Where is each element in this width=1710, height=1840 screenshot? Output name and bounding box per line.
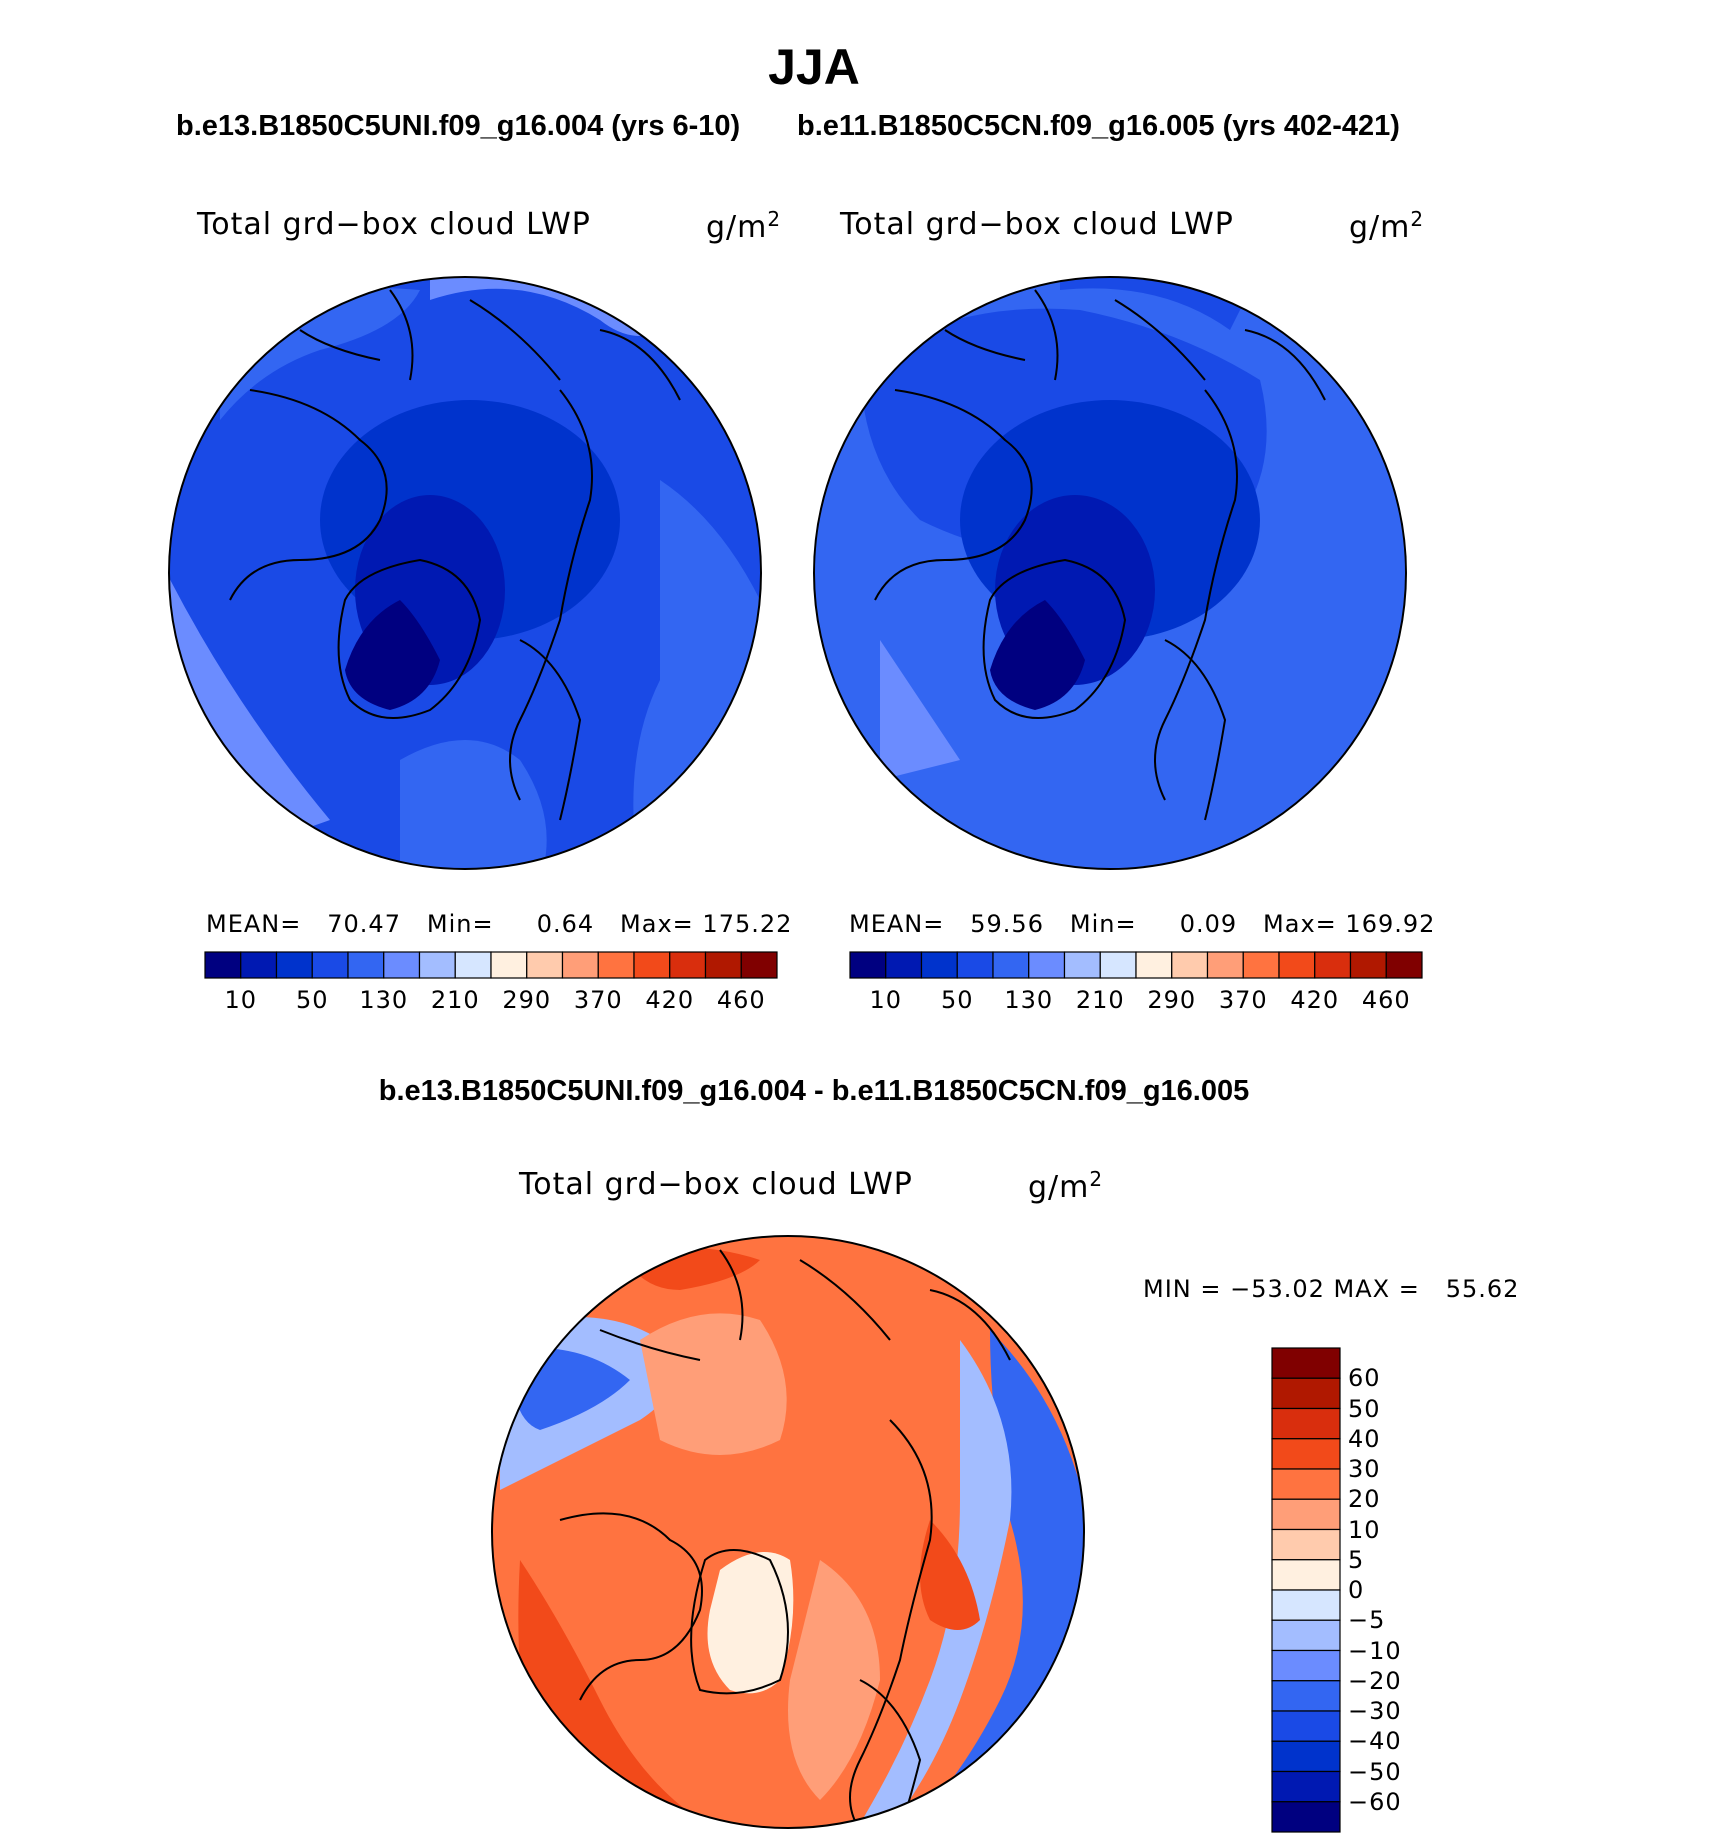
panel-1-map — [168, 276, 762, 870]
panel-2-variable-label: Total grd−box cloud LWP — [840, 207, 1234, 242]
difference-colorbar-tick-label: 0 — [1348, 1576, 1365, 1604]
difference-stats: MIN = −53.02 MAX = 55.62 — [1143, 1275, 1520, 1303]
panel-1-colorbar-tick-label: 370 — [573, 986, 623, 1014]
panel-2-colorbar-box — [1099, 951, 1137, 979]
panel-1-unit-label: g/m2 — [706, 207, 782, 245]
panel-2-colorbar-tick-label: 460 — [1361, 986, 1411, 1014]
panel-1-colorbar-box — [704, 951, 742, 979]
panel-2-map — [813, 276, 1407, 870]
difference-colorbar-box — [1271, 1468, 1341, 1500]
difference-colorbar-box — [1271, 1589, 1341, 1621]
panel-1-colorbar-box — [561, 951, 599, 979]
difference-colorbar-tick-label: −30 — [1348, 1697, 1402, 1725]
difference-colorbar-box — [1271, 1347, 1341, 1379]
panel-2-colorbar-box — [1171, 951, 1209, 979]
panel-2-colorbar-box — [1242, 951, 1280, 979]
panel-1-colorbar-tick-label: 10 — [224, 986, 258, 1014]
difference-colorbar-box — [1271, 1740, 1341, 1773]
difference-colorbar-box — [1271, 1649, 1341, 1682]
panel-2-colorbar-box — [1385, 951, 1423, 979]
panel-1-colorbar-tick-label: 130 — [359, 986, 409, 1014]
panel-1-colorbar-box — [526, 951, 564, 979]
panel-2-colorbar-box — [1028, 951, 1066, 979]
difference-colorbar-tick-label: 30 — [1348, 1455, 1381, 1483]
figure-title: JJA — [768, 39, 860, 95]
panel-2-colorbar-tick-label: 290 — [1147, 986, 1197, 1014]
panel-1-colorbar-box — [383, 951, 421, 979]
panel-1-colorbar-tick-label: 290 — [502, 986, 552, 1014]
difference-colorbar-box — [1271, 1801, 1341, 1833]
panel-2-colorbar-box — [1278, 951, 1316, 979]
difference-colorbar-tick-label: 5 — [1348, 1545, 1365, 1574]
difference-colorbar-box — [1271, 1710, 1341, 1742]
difference-colorbar-box — [1271, 1680, 1341, 1712]
difference-colorbar-tick-label: 60 — [1348, 1364, 1381, 1393]
difference-colorbar-tick-label: 20 — [1348, 1485, 1381, 1514]
panel-1-variable-label: Total grd−box cloud LWP — [197, 207, 591, 242]
panel-1-colorbar-tick-label: 210 — [430, 986, 480, 1014]
difference-colorbar — [1271, 1347, 1341, 1833]
panel-1-colorbar-tick-label: 460 — [716, 986, 766, 1014]
difference-colorbar-box — [1271, 1407, 1341, 1440]
panel-2-stats: MEAN= 59.56 Min= 0.09 Max= 169.92 — [849, 910, 1436, 938]
panel-2-colorbar-tick-label: 210 — [1075, 986, 1125, 1014]
panel-1-colorbar-box — [204, 951, 242, 979]
difference-colorbar-tick-label: −10 — [1348, 1636, 1402, 1665]
panel-1-colorbar-box — [311, 951, 349, 979]
panel-1-colorbar-tick-label: 420 — [645, 986, 695, 1014]
panel-1-colorbar-box — [275, 951, 313, 979]
panel-2-colorbar-box — [956, 951, 994, 979]
difference-colorbar-tick-label: 40 — [1348, 1424, 1381, 1453]
difference-colorbar-box — [1271, 1559, 1341, 1591]
difference-map — [491, 1235, 1085, 1829]
panel-2-colorbar-box — [1314, 951, 1352, 979]
panel-1-colorbar-box — [669, 951, 707, 979]
panel-2-colorbar-box — [885, 951, 923, 979]
difference-colorbar-box — [1271, 1438, 1341, 1470]
panel-2-colorbar-box — [1063, 951, 1101, 979]
panel-1-colorbar-box — [454, 951, 492, 979]
panel-1-colorbar-box — [740, 951, 778, 979]
difference-unit-label: g/m2 — [1028, 1167, 1104, 1205]
panel-1-colorbar-box — [418, 951, 456, 979]
difference-title: b.e13.B1850C5UNI.f09_g16.004 - b.e11.B18… — [378, 1075, 1250, 1107]
panel-1-colorbar-box — [240, 951, 278, 979]
panel-1-colorbar-box — [347, 951, 385, 979]
panel-2-colorbar-box — [992, 951, 1030, 979]
panel-2-colorbar — [849, 951, 1423, 979]
difference-colorbar-box — [1271, 1528, 1341, 1561]
panel-2-colorbar-tick-label: 130 — [1004, 986, 1054, 1014]
panel-2-colorbar-tick-label: 370 — [1218, 986, 1268, 1014]
panel-2-colorbar-box — [1135, 951, 1173, 979]
difference-colorbar-box — [1271, 1770, 1341, 1803]
panel-1-colorbar — [204, 951, 778, 979]
panel-1-stats: MEAN= 70.47 Min= 0.64 Max= 175.22 — [206, 910, 793, 938]
panel-1-colorbar-box — [597, 951, 635, 979]
panel-1-colorbar-tick-label: 50 — [295, 986, 329, 1014]
panel-2-colorbar-box — [849, 951, 887, 979]
difference-colorbar-tick-label: 50 — [1348, 1394, 1381, 1423]
panel-2-colorbar-box — [1349, 951, 1387, 979]
panel-2-colorbar-box — [920, 951, 958, 979]
difference-colorbar-tick-label: −20 — [1348, 1666, 1402, 1695]
panel-2-colorbar-tick-label: 10 — [869, 986, 903, 1014]
panel-2-colorbar-tick-label: 50 — [940, 986, 974, 1014]
panel-1-colorbar-box — [490, 951, 528, 979]
panel-2-unit-label: g/m2 — [1349, 207, 1425, 245]
difference-colorbar-tick-label: 10 — [1348, 1515, 1381, 1544]
difference-colorbar-box — [1271, 1619, 1341, 1652]
panel-1-case-title: b.e13.B1850C5UNI.f09_g16.004 (yrs 6-10) — [176, 110, 741, 142]
panel-2-colorbar-tick-label: 420 — [1290, 986, 1340, 1014]
difference-colorbar-box — [1271, 1377, 1341, 1410]
difference-colorbar-box — [1271, 1498, 1341, 1531]
panel-1-colorbar-box — [633, 951, 671, 979]
difference-colorbar-tick-label: −40 — [1348, 1727, 1402, 1756]
difference-colorbar-tick-label: −5 — [1348, 1606, 1386, 1635]
difference-colorbar-tick-label: −50 — [1348, 1757, 1402, 1786]
panel-2-colorbar-box — [1206, 951, 1244, 979]
panel-2-case-title: b.e11.B1850C5CN.f09_g16.005 (yrs 402-421… — [797, 110, 1400, 142]
difference-colorbar-tick-label: −60 — [1348, 1787, 1402, 1816]
difference-variable-label: Total grd−box cloud LWP — [519, 1167, 913, 1202]
